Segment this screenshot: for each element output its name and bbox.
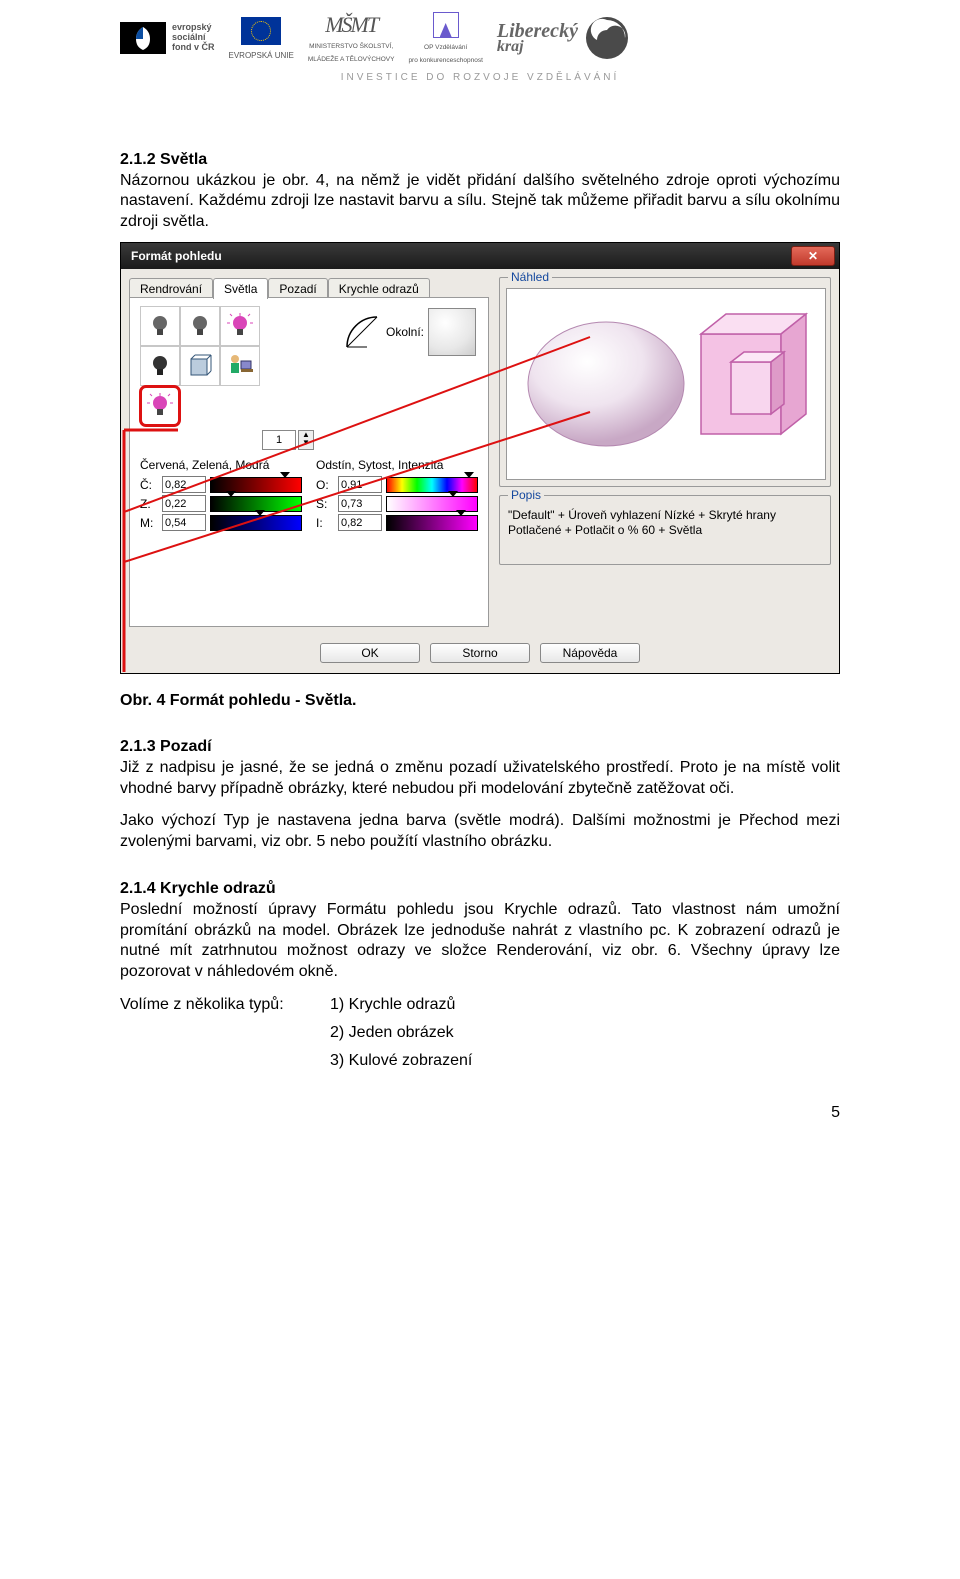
close-icon: ✕ [808, 249, 818, 263]
input-o[interactable] [338, 476, 382, 493]
eu-flag-icon [241, 17, 281, 45]
spinner-input[interactable] [262, 430, 296, 450]
bulb-icon [147, 313, 173, 339]
liberecky-swirl-icon [584, 15, 630, 61]
light-cell[interactable] [220, 306, 260, 346]
type-item: 3) Kulové zobrazení [330, 1052, 472, 1070]
heading-213: 2.1.3 Pozadí [120, 738, 840, 756]
label-s: S: [316, 497, 334, 511]
popis-text: "Default" + Úroveň vyhlazení Nízké + Skr… [506, 506, 824, 558]
input-z[interactable] [162, 495, 206, 512]
figure-caption: Obr. 4 Formát pohledu - Světla. [120, 692, 840, 710]
heading-212: 2.1.2 Světla [120, 151, 840, 169]
esf-flag-icon [120, 22, 166, 54]
types-list: Volíme z několika typů: 1) Krychle odraz… [120, 996, 840, 1070]
para-214: Poslední možností úpravy Formátu pohledu… [120, 900, 840, 982]
slider-i[interactable] [386, 515, 478, 531]
tab-svetla[interactable]: Světla [213, 278, 268, 299]
okolni-swatch[interactable] [428, 308, 476, 356]
tab-pozadi[interactable]: Pozadí [268, 278, 327, 299]
napoveda-button[interactable]: Nápověda [540, 643, 640, 663]
input-c[interactable] [162, 476, 206, 493]
logo-liberecky: Liberecký kraj [497, 15, 630, 61]
para-213-1: Již z nadpisu je jasné, že se jedná o zm… [120, 758, 840, 799]
input-m[interactable] [162, 514, 206, 531]
okolni-control: Okolní: [342, 308, 476, 356]
label-i: I: [316, 516, 334, 530]
bulb-icon [187, 313, 213, 339]
light-cell-selected[interactable] [140, 386, 180, 426]
bulb-icon [147, 353, 173, 379]
dialog-titlebar: Formát pohledu ✕ [121, 243, 839, 269]
tab-panel-svetla: Okolní: [129, 297, 489, 627]
popis-legend: Popis [508, 488, 544, 502]
light-count-spinner[interactable]: ▲▼ [140, 430, 478, 450]
popis-group: Popis "Default" + Úroveň vyhlazení Nízké… [499, 495, 831, 565]
slider-c[interactable] [210, 477, 302, 493]
header-tagline: INVESTICE DO ROZVOJE VZDĚLÁVÁNÍ [120, 70, 840, 123]
user-desk-icon [225, 351, 255, 381]
para-212: Názornou ukázkou je obr. 4, na němž je v… [120, 171, 840, 232]
type-item: 1) Krychle odrazů [330, 996, 455, 1014]
tab-krychle[interactable]: Krychle odrazů [328, 278, 430, 299]
logo-op: OP Vzdělávání pro konkurenceschopnost [408, 12, 482, 64]
label-z: Z: [140, 497, 158, 511]
rgb-heading: Červená, Zelená, Modrá [140, 458, 302, 472]
hsi-sliders: Odstín, Sytost, Intenzita O: S: I: [316, 458, 478, 533]
bulb-icon [147, 393, 173, 419]
storno-button[interactable]: Storno [430, 643, 530, 663]
preview-scene-icon [516, 294, 816, 474]
dialog-title: Formát pohledu [131, 249, 222, 263]
arc-icon [342, 312, 382, 352]
logo-eu: EVROPSKÁ UNIE [229, 17, 294, 60]
close-button[interactable]: ✕ [791, 246, 835, 266]
label-o: O: [316, 478, 334, 492]
input-i[interactable] [338, 514, 382, 531]
tab-rendrovani[interactable]: Rendrování [129, 278, 213, 299]
dialog-button-row: OK Storno Nápověda [121, 635, 839, 673]
nahled-legend: Náhled [508, 270, 552, 284]
esf-text: evropský sociální fond v ČR [172, 23, 215, 53]
slider-m[interactable] [210, 515, 302, 531]
light-cell[interactable] [140, 306, 180, 346]
cube-icon [187, 353, 213, 379]
header-logo-band: evropský sociální fond v ČR EVROPSKÁ UNI… [120, 0, 840, 70]
figure-dialog: Formát pohledu ✕ Rendrování Světla Pozad… [120, 242, 840, 674]
slider-o[interactable] [386, 477, 478, 493]
logo-esf: evropský sociální fond v ČR [120, 22, 215, 54]
okolni-label: Okolní: [386, 325, 424, 339]
hsi-heading: Odstín, Sytost, Intenzita [316, 458, 478, 472]
light-cell[interactable] [180, 306, 220, 346]
logo-msmt: MŠMT MINISTERSTVO ŠKOLSTVÍ, MLÁDEŽE A TĚ… [308, 12, 395, 64]
bulb-icon [227, 313, 253, 339]
label-c: Č: [140, 478, 158, 492]
nahled-group: Náhled [499, 277, 831, 487]
light-cell[interactable] [180, 346, 220, 386]
spinner-arrows-icon[interactable]: ▲▼ [298, 430, 314, 450]
type-item: 2) Jeden obrázek [330, 1024, 454, 1042]
label-m: M: [140, 516, 158, 530]
dialog-tabs: Rendrování Světla Pozadí Krychle odrazů [129, 277, 489, 298]
light-cell[interactable] [220, 346, 260, 386]
input-s[interactable] [338, 495, 382, 512]
nahled-preview [506, 288, 826, 480]
rgb-sliders: Červená, Zelená, Modrá Č: Z: M: [140, 458, 302, 533]
eu-caption: EVROPSKÁ UNIE [229, 51, 294, 60]
page-number: 5 [120, 1104, 840, 1122]
heading-214: 2.1.4 Krychle odrazů [120, 880, 840, 898]
para-213-2: Jako výchozí Typ je nastavena jedna barv… [120, 811, 840, 852]
types-intro: Volíme z několika typů: [120, 996, 330, 1014]
light-cell[interactable] [140, 346, 180, 386]
op-square-icon [433, 12, 459, 38]
dialog-window: Formát pohledu ✕ Rendrování Světla Pozad… [120, 242, 840, 674]
ok-button[interactable]: OK [320, 643, 420, 663]
